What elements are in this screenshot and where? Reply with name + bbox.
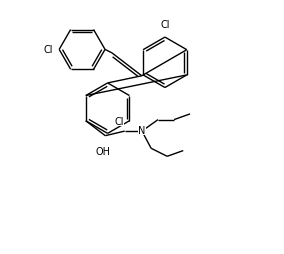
Text: Cl: Cl <box>44 45 53 55</box>
Text: OH: OH <box>95 146 110 156</box>
Text: Cl: Cl <box>114 116 124 126</box>
Text: N: N <box>138 125 146 135</box>
Text: Cl: Cl <box>160 20 170 30</box>
